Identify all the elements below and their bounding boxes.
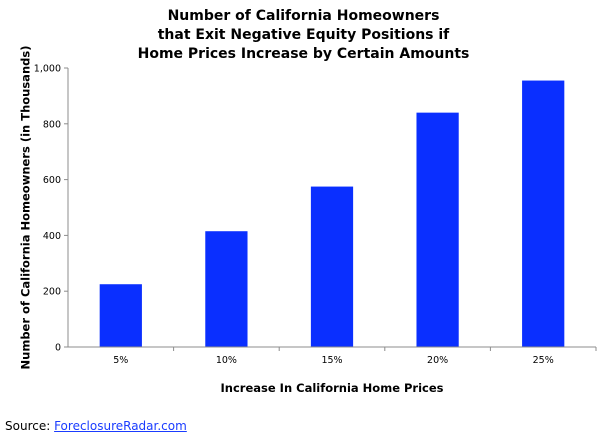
bar (99, 284, 142, 347)
chart-title-line-2: that Exit Negative Equity Positions if (157, 27, 450, 43)
chart-title: Number of California Homeowners that Exi… (0, 7, 607, 64)
x-axis-label: Increase In California Home Prices (221, 381, 444, 395)
x-tick-label: 15% (321, 355, 342, 366)
bar (522, 80, 565, 348)
bar (205, 231, 248, 347)
x-tick-label: 20% (427, 355, 448, 366)
bar-series (99, 80, 565, 348)
y-tick-label: 800 (43, 119, 61, 130)
x-tick-label: 5% (113, 355, 128, 366)
y-tick-label: 0 (55, 343, 61, 354)
x-axis-ticks: 5% 10% 15% 20% 25% (113, 347, 597, 366)
bar (416, 112, 459, 347)
x-tick-label: 25% (533, 355, 554, 366)
chart-title-line-1: Number of California Homeowners (167, 8, 440, 24)
y-tick-label: 1,000 (34, 64, 61, 75)
chart-title-line-3: Home Prices Increase by Certain Amounts (137, 46, 470, 62)
source-link[interactable]: ForeclosureRadar.com (54, 419, 187, 433)
y-axis-ticks: 0 200 400 600 800 1,000 (34, 64, 68, 354)
source-line: Source: ForeclosureRadar.com (5, 419, 187, 433)
bar (310, 186, 354, 347)
y-tick-label: 200 (43, 287, 61, 298)
source-prefix: Source: (5, 419, 55, 433)
x-tick-label: 10% (216, 355, 237, 366)
y-axis-label: Number of California Homeowners (in Thou… (19, 46, 33, 370)
y-tick-label: 400 (43, 231, 61, 242)
y-tick-label: 600 (43, 175, 61, 186)
